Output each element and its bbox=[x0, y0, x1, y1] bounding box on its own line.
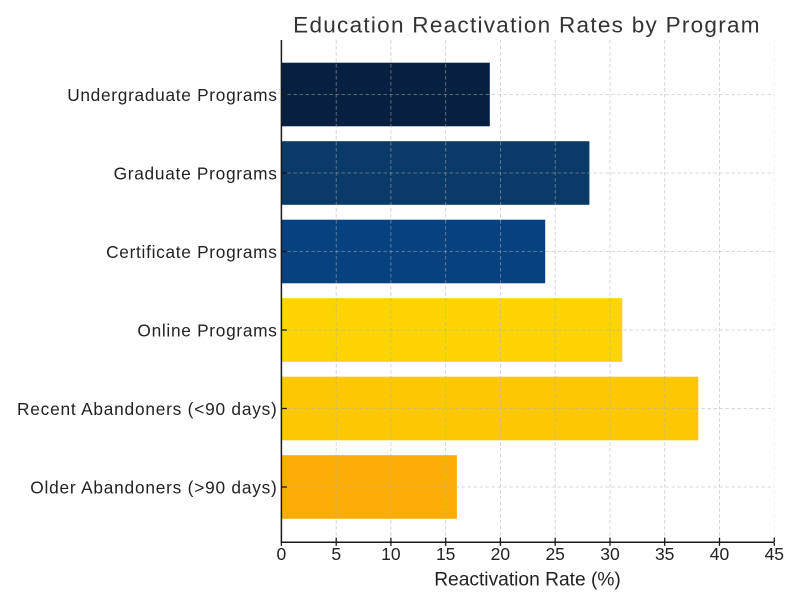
svg-text:Graduate Programs: Graduate Programs bbox=[114, 164, 278, 184]
svg-text:Education Reactivation Rates b: Education Reactivation Rates by Program bbox=[293, 12, 761, 37]
svg-text:25: 25 bbox=[545, 544, 564, 564]
svg-text:35: 35 bbox=[655, 544, 674, 564]
svg-text:45: 45 bbox=[765, 544, 784, 564]
svg-text:Online Programs: Online Programs bbox=[137, 321, 277, 341]
svg-text:10: 10 bbox=[381, 544, 401, 564]
svg-text:5: 5 bbox=[331, 544, 341, 564]
svg-text:Recent Abandoners (<90 days): Recent Abandoners (<90 days) bbox=[17, 399, 278, 419]
svg-text:Older Abandoners (>90 days): Older Abandoners (>90 days) bbox=[30, 478, 277, 498]
svg-text:20: 20 bbox=[491, 544, 511, 564]
svg-text:Certificate Programs: Certificate Programs bbox=[106, 242, 278, 262]
svg-text:40: 40 bbox=[710, 544, 730, 564]
svg-text:Undergraduate Programs: Undergraduate Programs bbox=[67, 85, 277, 105]
svg-text:Reactivation Rate (%): Reactivation Rate (%) bbox=[434, 569, 621, 590]
svg-text:30: 30 bbox=[600, 544, 620, 564]
svg-text:15: 15 bbox=[436, 544, 455, 564]
svg-text:0: 0 bbox=[277, 544, 287, 564]
